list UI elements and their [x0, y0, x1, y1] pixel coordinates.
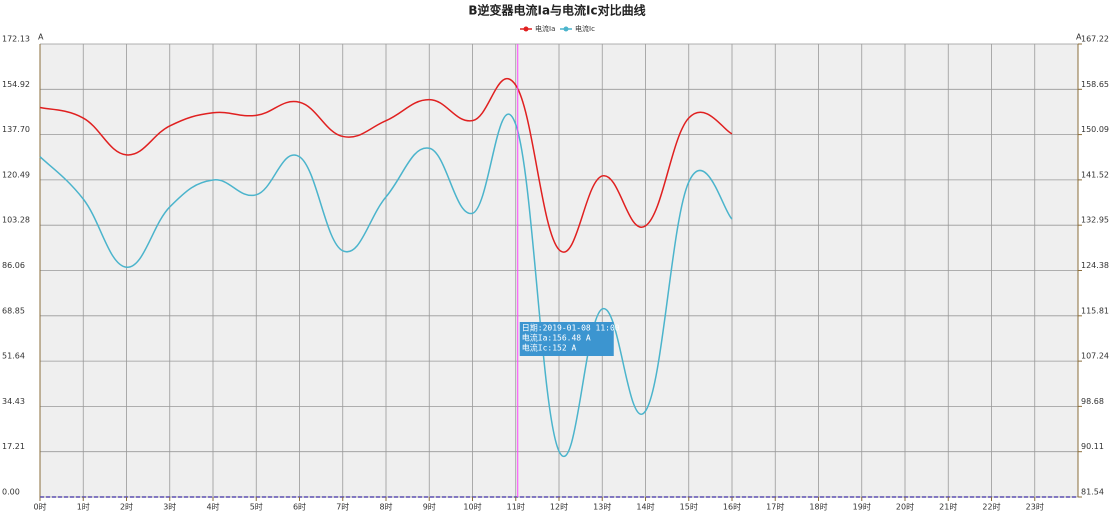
y-tick-label: 103.28 — [2, 216, 30, 225]
x-tick-label: 22时 — [982, 502, 1000, 512]
y-tick-label: 120.49 — [2, 170, 30, 179]
y-tick-label: 51.64 — [2, 352, 25, 361]
y-tick-label: 172.13 — [2, 35, 30, 44]
series-line — [39, 113, 733, 457]
legend-dot — [563, 26, 569, 32]
y-unit: A — [38, 33, 44, 42]
y-tick-label: 154.92 — [2, 80, 30, 89]
x-tick-label: 10时 — [463, 502, 481, 512]
x-tick-label: 3时 — [163, 502, 176, 512]
x-tick-label: 4时 — [206, 502, 219, 512]
x-tick-label: 12时 — [550, 502, 568, 512]
y2-tick-label: 115.81 — [1081, 306, 1109, 315]
legend-label: 电流Ia — [535, 24, 555, 33]
x-tick-label: 14时 — [636, 502, 654, 512]
tooltip-line: 日期:2019-01-08 11:00 — [522, 324, 620, 333]
y2-tick-label: 132.95 — [1081, 216, 1109, 225]
y-tick-label: 86.06 — [2, 261, 25, 270]
y2-tick-label: 107.24 — [1081, 352, 1109, 361]
y2-tick-label: 141.52 — [1081, 170, 1109, 179]
y-tick-label: 137.70 — [2, 125, 30, 134]
x-tick-label: 20时 — [896, 502, 914, 512]
x-tick-label: 1时 — [77, 502, 90, 512]
x-tick-label: 18时 — [809, 502, 827, 512]
y-tick-label: 34.43 — [2, 397, 25, 406]
y2-tick-label: 124.38 — [1081, 261, 1109, 270]
y2-tick-label: 150.09 — [1081, 125, 1109, 134]
y2-tick-label: 81.54 — [1081, 488, 1104, 497]
x-tick-label: 7时 — [336, 502, 349, 512]
x-tick-label: 0时 — [33, 502, 46, 512]
y-tick-label: 0.00 — [2, 488, 20, 497]
x-tick-label: 11时 — [507, 502, 525, 512]
x-tick-label: 8时 — [379, 502, 392, 512]
x-tick-label: 9时 — [423, 502, 436, 512]
legend-label: 电流Ic — [575, 24, 595, 33]
x-tick-label: 19时 — [853, 502, 871, 512]
x-tick-label: 2时 — [120, 502, 133, 512]
y2-tick-label: 167.22 — [1081, 35, 1109, 44]
x-tick-label: 6时 — [293, 502, 306, 512]
x-tick-label: 15时 — [680, 502, 698, 512]
series-line — [39, 77, 733, 253]
x-tick-label: 23时 — [1026, 502, 1044, 512]
x-tick-label: 17时 — [766, 502, 784, 512]
x-tick-label: 5时 — [250, 502, 263, 512]
x-tick-label: 21时 — [939, 502, 957, 512]
x-tick-label: 16时 — [723, 502, 741, 512]
tooltip-box — [519, 322, 614, 356]
y2-tick-label: 90.11 — [1081, 442, 1104, 451]
y-tick-label: 68.85 — [2, 306, 25, 315]
y2-tick-label: 98.68 — [1081, 397, 1104, 406]
x-tick-label: 13时 — [593, 502, 611, 512]
y2-unit: A — [1076, 33, 1082, 42]
chart-title: B逆变器电流Ia与电流Ic对比曲线 — [468, 3, 645, 18]
tooltip-line: 电流Ia:156.48 A — [522, 333, 591, 343]
tooltip-line: 电流Ic:152 A — [522, 343, 577, 353]
y2-tick-label: 158.65 — [1081, 80, 1109, 89]
legend-dot — [523, 26, 529, 32]
y-tick-label: 17.21 — [2, 442, 25, 451]
